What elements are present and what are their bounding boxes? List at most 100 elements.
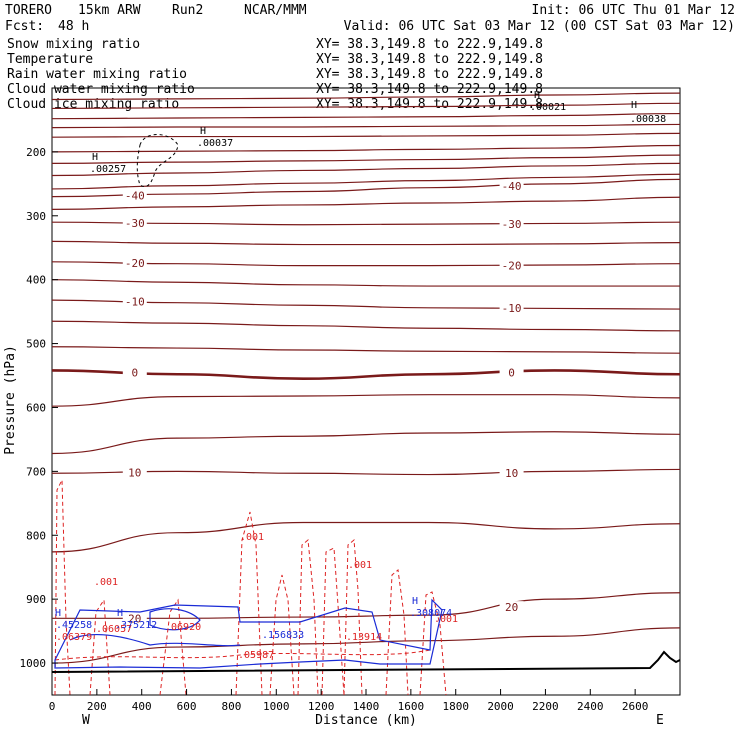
legend-cloud-ice-xy: XY= 38.3,149.8 to 222.9,149.8 [316,97,543,112]
mixing-ratio-label: .00257 [90,164,126,175]
x-tick-label: 1200 [308,700,335,713]
mixing-ratio-label: .00038 [630,114,666,125]
isotherm-label-bg [122,189,147,203]
y-tick-label: 1000 [20,657,47,670]
terrain-line [51,650,681,673]
y-tick-label: 500 [26,338,46,351]
isotherm-line [51,240,681,246]
y-tick-label: 200 [26,146,46,159]
y-tick-label: 900 [26,593,46,606]
mixing-ratio-label: .001 [434,614,458,625]
legend-cloud-water-xy: XY= 38.3,149.8 to 222.9,149.8 [316,82,543,97]
org-name: NCAR/MMM [244,3,307,18]
mixing-ratio-label: H [631,100,637,111]
west-label: W [82,713,90,728]
x-tick-label: 2400 [577,700,604,713]
snow-contour [136,134,179,187]
isotherm-label: -10 [502,302,522,315]
legend-temperature-xy: XY= 38.3,149.8 to 222.9,149.8 [316,52,543,67]
east-label: E [656,713,664,728]
rain-contour [235,511,263,696]
x-tick-label: 400 [132,700,152,713]
x-tick-label: 600 [177,700,197,713]
mixing-ratio-label: H [92,152,98,163]
isotherm-label: -20 [125,257,145,270]
y-tick-label: 700 [26,465,46,478]
legend-snow-name: Snow mixing ratio [7,37,140,52]
legend: Snow mixing ratio XY= 38.3,149.8 to 222.… [7,37,543,112]
x-tick-label: 200 [87,700,107,713]
mixing-ratio-label: .00021 [530,102,566,113]
x-axis-label: Distance (km) [315,713,417,728]
mixing-ratio-label: .13914 [346,632,382,643]
rain-contour [419,591,447,696]
isotherm-line [51,627,681,664]
x-tick-label: 2600 [622,700,649,713]
x-tick-label: 1600 [398,700,425,713]
isotherm-line [51,102,681,110]
isotherm-label-bg [499,259,524,273]
isotherm-line [51,162,681,177]
x-tick-label: 0 [49,700,56,713]
isotherm-line [51,369,681,381]
isotherm-label: 0 [131,366,138,379]
x-tick-label: 800 [221,700,241,713]
isotherm-line [51,299,681,310]
mixing-ratio-label: .06920 [165,622,201,633]
isotherm-line [51,279,680,287]
cloud-water-contour [149,608,201,631]
isotherm-label: -40 [125,189,145,202]
isotherm-label: 10 [505,467,518,480]
rain-contour [54,649,431,661]
rain-contour [54,479,71,696]
mixing-ratio-label: .06057 [96,624,132,635]
isotherm-line [51,144,681,153]
fcst-value: 48 h [58,19,89,34]
isotherm-label-bg [122,612,147,626]
isotherm-label-bg [122,216,147,230]
isotherm-line [51,320,681,332]
x-tick-label: 1800 [442,700,469,713]
mixing-ratio-label: .308074 [410,608,452,619]
x-tick-label: 2200 [532,700,559,713]
isotherm-line [51,346,681,354]
mixing-ratio-label: .45258 [56,620,92,631]
rain-contour-layer [54,479,447,696]
rain-contour [321,547,345,696]
y-tick-label: 400 [26,274,46,287]
isotherm-label-bg [122,295,147,309]
isotherm-label-bg [122,256,147,270]
isotherm-label-bg [122,366,147,380]
isotherm-layer: -40 -40 -30 -30 -20 -20 -10 -10 0 0 10 10 20 20 [51,92,681,664]
isotherm-label-bg [499,302,524,316]
legend-snow-xy: XY= 38.3,149.8 to 222.9,149.8 [316,37,543,52]
y-tick-label: 600 [26,401,46,414]
y-axis-label: Pressure (hPa) [3,345,18,455]
x-tick-label: 1400 [353,700,380,713]
isotherm-line [51,521,681,553]
x-tick-label: 2000 [487,700,514,713]
rain-contour [385,569,409,696]
y-tick-label: 300 [26,210,46,223]
mixing-ratio-label: H [117,608,123,619]
mixing-ratio-label: .001 [348,560,372,571]
rain-contour [343,538,363,696]
plot-frame [51,87,681,696]
run-name: Run2 [172,3,203,18]
isotherm-label: -40 [502,180,522,193]
mixing-ratio-label: .156833 [262,630,304,641]
mixing-ratio-label: .375212 [115,620,157,631]
mixing-ratio-label: H [534,90,540,101]
isotherm-label-bg [499,217,524,231]
isotherm-line [51,261,681,267]
legend-temperature-name: Temperature [7,52,93,67]
isotherm-line [51,112,681,120]
rain-contour [269,574,295,696]
isotherm-line [51,173,681,190]
x-axis-ticks: 0 200 400 600 800 1000 1200 1400 1600 1800 2000 220… [49,689,649,713]
isotherm-label-bg [499,179,524,193]
isotherm-label: 20 [505,601,518,614]
x-tick-label: 1000 [263,700,290,713]
mixing-ratio-label: .05987 [238,650,274,661]
